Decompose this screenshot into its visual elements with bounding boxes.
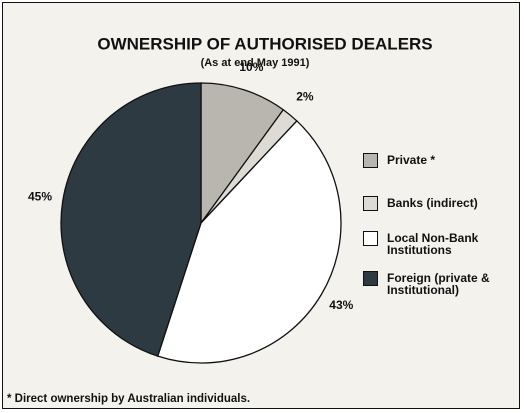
legend-label: Banks (indirect)	[387, 196, 478, 210]
legend-swatch	[363, 231, 378, 246]
legend-swatch	[363, 196, 378, 211]
slice-label: 10%	[239, 60, 263, 74]
legend-label: Foreign (private & Institutional)	[387, 271, 490, 297]
chart-subtitle: (As at end May 1991)	[201, 57, 310, 69]
slice-label: 2%	[296, 90, 314, 104]
chart-frame: OWNERSHIP OF AUTHORISED DEALERS (As at e…	[2, 2, 520, 409]
legend-label: Local Non-Bank Institutions	[387, 231, 479, 257]
pie-slice	[156, 120, 342, 364]
legend-swatch	[363, 271, 378, 286]
chart: OWNERSHIP OF AUTHORISED DEALERS (As at e…	[7, 34, 433, 405]
legend-swatch	[363, 153, 378, 168]
chart-title: OWNERSHIP OF AUTHORISED DEALERS	[97, 34, 432, 53]
slice-label: 45%	[28, 190, 52, 204]
pie-slice	[200, 82, 285, 226]
footnote: * Direct ownership by Australian individ…	[7, 393, 250, 405]
pie-slice	[60, 82, 202, 357]
slice-label: 43%	[329, 298, 353, 312]
legend-label: Private *	[387, 153, 436, 167]
